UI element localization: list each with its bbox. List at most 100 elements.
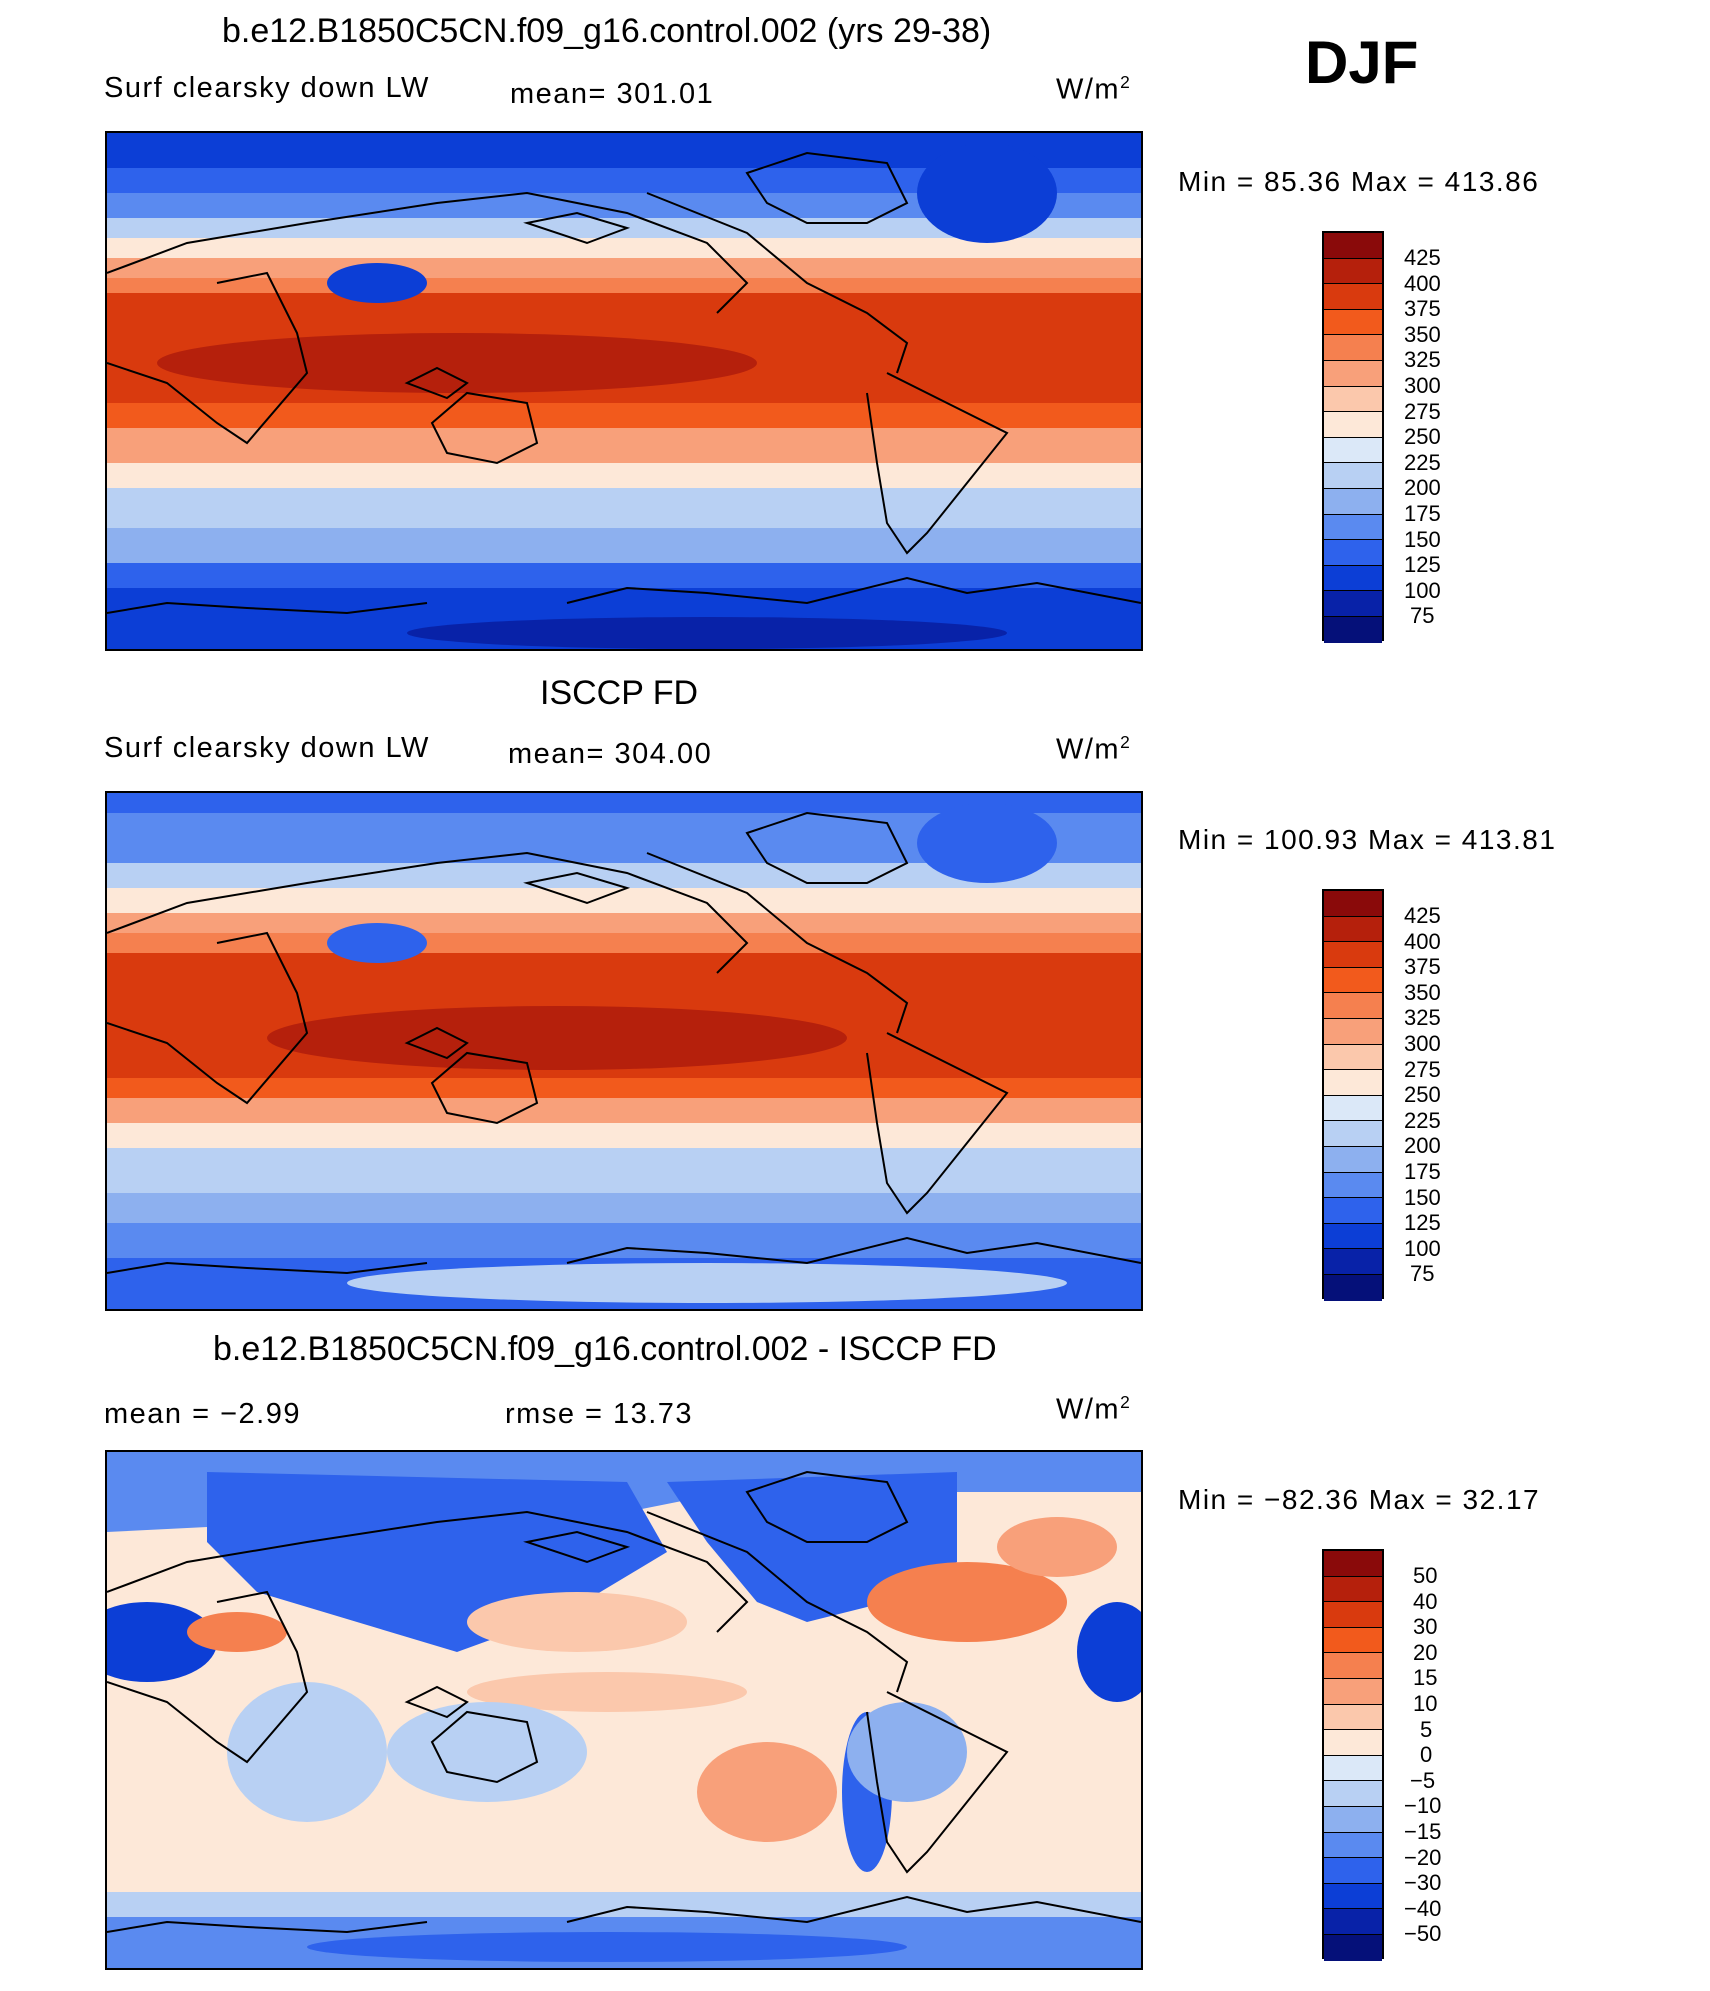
colorbar-label: 15 — [1413, 1665, 1438, 1690]
colorbar-swatch — [1324, 993, 1382, 1019]
colorbar-label: 100 — [1404, 1236, 1441, 1261]
panel-2-mean-label: mean= 304.00 — [508, 738, 713, 770]
colorbar-label: 0 — [1420, 1742, 1433, 1767]
colorbar-label: −50 — [1404, 1921, 1442, 1946]
colorbar-label: 275 — [1404, 1057, 1441, 1082]
colorbar-label: −30 — [1404, 1870, 1442, 1895]
colorbar-swatch — [1324, 1858, 1382, 1884]
colorbar-swatch — [1324, 463, 1382, 489]
colorbar-swatch — [1324, 1198, 1382, 1224]
colorbar-swatch — [1324, 616, 1382, 643]
colorbar-swatch — [1324, 360, 1382, 387]
colorbar-swatch — [1324, 1755, 1382, 1782]
colorbar-swatch — [1324, 1832, 1382, 1859]
colorbar-swatch — [1324, 540, 1382, 566]
panel-2-colorbar — [1322, 889, 1384, 1301]
colorbar-swatch — [1324, 891, 1382, 917]
panel-2-map — [105, 791, 1143, 1311]
colorbar-swatch — [1324, 1172, 1382, 1199]
colorbar-label: 400 — [1404, 929, 1441, 954]
panel-1-variable-label: Surf clearsky down LW — [104, 72, 430, 104]
panel-3-map — [105, 1450, 1143, 1970]
panel-1-units: W/m2 — [1056, 72, 1132, 106]
colorbar-label: 40 — [1413, 1589, 1438, 1614]
colorbar-swatch — [1324, 916, 1382, 943]
colorbar-swatch — [1324, 1121, 1382, 1147]
colorbar-swatch — [1324, 1602, 1382, 1628]
colorbar-label: 325 — [1404, 1005, 1441, 1030]
colorbar-swatch — [1324, 942, 1382, 968]
colorbar-label: 75 — [1410, 1261, 1435, 1286]
colorbar-swatch — [1324, 1934, 1382, 1961]
panel-3-minmax: Min = −82.36 Max = 32.17 — [1178, 1484, 1541, 1515]
panel-3-rmse-label: rmse = 13.73 — [505, 1398, 694, 1430]
colorbar-label: 300 — [1404, 373, 1441, 398]
colorbar-swatch — [1324, 233, 1382, 259]
colorbar-label: 10 — [1413, 1691, 1438, 1716]
colorbar-swatch — [1324, 1095, 1382, 1122]
colorbar-swatch — [1324, 1730, 1382, 1756]
panel-3-mean-label: mean = −2.99 — [104, 1398, 301, 1430]
colorbar-swatch — [1324, 1551, 1382, 1577]
panel-1-title: b.e12.B1850C5CN.f09_g16.control.002 (yrs… — [222, 12, 992, 50]
colorbar-swatch — [1324, 1653, 1382, 1679]
colorbar-swatch — [1324, 1223, 1382, 1250]
colorbar-swatch — [1324, 1883, 1382, 1910]
season-label: DJF — [1305, 29, 1419, 96]
colorbar-label: 125 — [1404, 552, 1441, 577]
panel-2-units: W/m2 — [1056, 732, 1132, 766]
colorbar-swatch — [1324, 1909, 1382, 1935]
colorbar-label: 225 — [1404, 450, 1441, 475]
colorbar-swatch — [1324, 1806, 1382, 1833]
colorbar-swatch — [1324, 412, 1382, 438]
panel-1-map-field — [107, 133, 1141, 649]
colorbar-label: 300 — [1404, 1031, 1441, 1056]
colorbar-label: −40 — [1404, 1896, 1442, 1921]
panel-2-title: ISCCP FD — [540, 674, 699, 712]
colorbar-label: 5 — [1420, 1717, 1433, 1742]
colorbar-swatch — [1324, 591, 1382, 617]
colorbar-swatch — [1324, 565, 1382, 592]
colorbar-swatch — [1324, 514, 1382, 541]
colorbar-swatch — [1324, 1146, 1382, 1173]
colorbar-label: 425 — [1404, 903, 1441, 928]
colorbar-label: 250 — [1404, 1082, 1441, 1107]
colorbar-label: 225 — [1404, 1108, 1441, 1133]
panel-2-minmax: Min = 100.93 Max = 413.81 — [1178, 824, 1557, 855]
colorbar-label: 375 — [1404, 296, 1441, 321]
colorbar-label: 200 — [1404, 1133, 1441, 1158]
colorbar-label: 150 — [1404, 1185, 1441, 1210]
colorbar-label: 175 — [1404, 1159, 1441, 1184]
colorbar-label: 400 — [1404, 271, 1441, 296]
panel-1-colorbar — [1322, 231, 1384, 643]
colorbar-label: −20 — [1404, 1845, 1442, 1870]
colorbar-label: 350 — [1404, 980, 1441, 1005]
colorbar-label: 150 — [1404, 527, 1441, 552]
colorbar-label: 200 — [1404, 475, 1441, 500]
colorbar-label: 100 — [1404, 578, 1441, 603]
panel-3-title: b.e12.B1850C5CN.f09_g16.control.002 - IS… — [213, 1330, 997, 1368]
colorbar-label: 375 — [1404, 954, 1441, 979]
colorbar-swatch — [1324, 335, 1382, 361]
colorbar-swatch — [1324, 488, 1382, 515]
colorbar-swatch — [1324, 1018, 1382, 1045]
panel-2-variable-label: Surf clearsky down LW — [104, 732, 430, 764]
colorbar-swatch — [1324, 258, 1382, 285]
colorbar-swatch — [1324, 1274, 1382, 1301]
colorbar-swatch — [1324, 1044, 1382, 1071]
colorbar-swatch — [1324, 1678, 1382, 1705]
colorbar-swatch — [1324, 1576, 1382, 1603]
colorbar-swatch — [1324, 1070, 1382, 1096]
panel-2-map-field — [107, 793, 1141, 1309]
panel-3-map-field — [107, 1452, 1141, 1968]
colorbar-label: −10 — [1404, 1793, 1442, 1818]
colorbar-label: 75 — [1410, 603, 1435, 628]
colorbar-label: 50 — [1413, 1563, 1438, 1588]
colorbar-swatch — [1324, 1627, 1382, 1654]
colorbar-swatch — [1324, 284, 1382, 310]
colorbar-label: 30 — [1413, 1614, 1438, 1639]
panel-1-minmax: Min = 85.36 Max = 413.86 — [1178, 166, 1540, 197]
colorbar-label: 275 — [1404, 399, 1441, 424]
colorbar-label: 20 — [1413, 1640, 1438, 1665]
panel-1-map — [105, 131, 1143, 651]
